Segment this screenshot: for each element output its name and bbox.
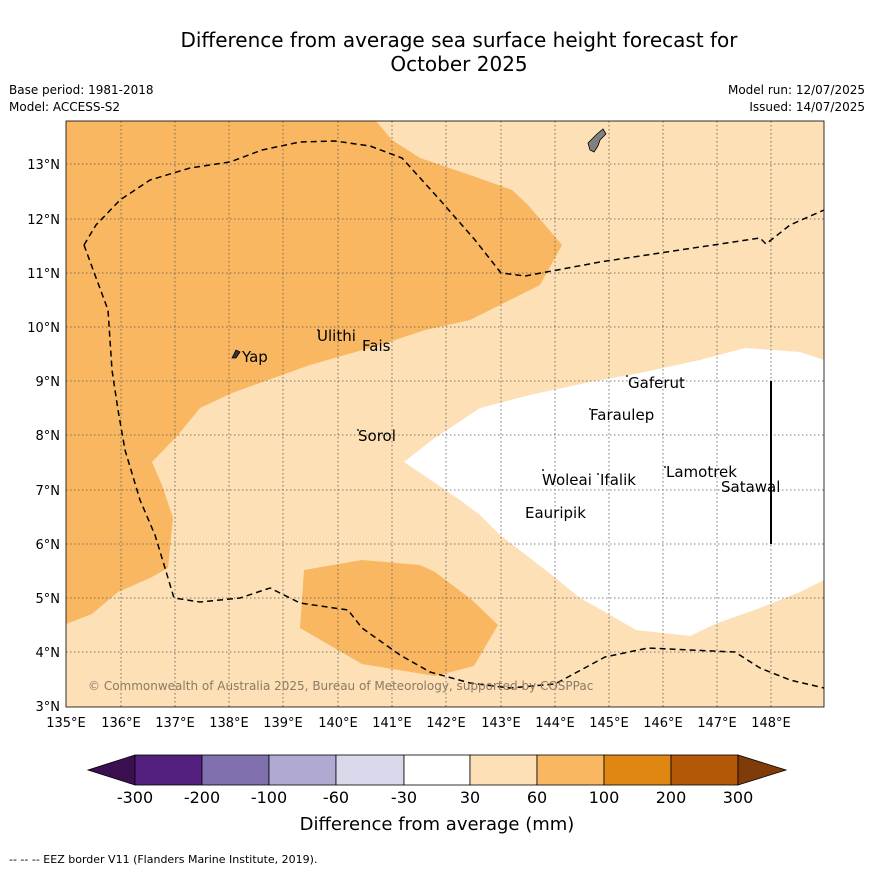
map-area: Yap Ulithi Fais Sorol Gaferut Faraulep W… <box>66 121 824 707</box>
place-label-woleai: Woleai <box>542 471 592 489</box>
issued-date: Issued: 14/07/2025 <box>749 100 865 114</box>
colorbar-tick-label: 60 <box>527 788 547 807</box>
place-label-eauripik: Eauripik <box>525 504 586 522</box>
lon-tick-label: 145°E <box>589 716 629 731</box>
eez-border-fsm-outline <box>83 140 824 277</box>
lat-tick-label: 7°N <box>36 484 61 499</box>
colorbar-high-extension <box>737 754 788 786</box>
lon-tick-label: 142°E <box>426 716 466 731</box>
colorbar-segment <box>603 754 672 786</box>
place-label-ulithi: Ulithi <box>317 327 356 345</box>
lon-tick-label: 135°E <box>46 716 86 731</box>
place-label-faraulep: Faraulep <box>590 406 654 424</box>
chart-title: Difference from average sea surface heig… <box>0 28 873 76</box>
band-neutral <box>404 348 824 636</box>
gridlines <box>66 121 824 707</box>
colorbar-tick-label: -30 <box>391 788 417 807</box>
ulithi-island-dot <box>317 329 319 331</box>
lon-tick-label: 137°E <box>155 716 195 731</box>
copyright-notice: © Commonwealth of Australia 2025, Bureau… <box>88 679 593 693</box>
lat-tick-label: 9°N <box>36 375 61 390</box>
lamotrek-island-dot <box>664 466 666 468</box>
title-line-1: Difference from average sea surface heig… <box>180 28 738 52</box>
place-label-yap: Yap <box>241 348 268 366</box>
colorbar-segment <box>469 754 538 786</box>
base-period: Base period: 1981-2018 <box>9 83 154 97</box>
title-line-2: October 2025 <box>390 52 528 76</box>
place-label-satawal: Satawal <box>721 478 780 496</box>
place-label-fais: Fais <box>362 337 391 355</box>
lon-tick-label: 140°E <box>318 716 358 731</box>
place-label-ifalik: Ifalik <box>600 471 636 489</box>
colorbar-segment <box>670 754 739 786</box>
colorbar-tick-label: -200 <box>184 788 220 807</box>
place-label-lamotrek: Lamotrek <box>666 463 737 481</box>
band-60-100-northwest <box>66 121 562 624</box>
colorbar-title: Difference from average (mm) <box>300 814 575 835</box>
colorbar-segment <box>134 754 203 786</box>
lat-tick-label: 5°N <box>36 592 61 607</box>
model-run: Model run: 12/07/2025 <box>727 83 865 97</box>
yap-island <box>231 349 241 359</box>
colorbar-tick-label: -300 <box>117 788 153 807</box>
ifalik-island-dot <box>597 473 599 475</box>
lon-tick-label: 138°E <box>209 716 249 731</box>
colorbar-low-extension <box>86 754 136 786</box>
colorbar-tick-label: 300 <box>723 788 754 807</box>
colorbar: -300 -200 -100 -60 -30 30 60 100 200 300… <box>86 754 788 835</box>
colorbar-segment <box>268 754 337 786</box>
colorbar-tick-label: -100 <box>251 788 287 807</box>
colorbar-tick-label: -60 <box>323 788 349 807</box>
colorbar-segment <box>536 754 605 786</box>
place-label-sorol: Sorol <box>358 427 396 445</box>
eez-legend-note: -- -- -- EEZ border V11 (Flanders Marine… <box>9 853 318 866</box>
colorbar-tick-label: 30 <box>460 788 480 807</box>
model-name: Model: ACCESS-S2 <box>9 100 121 114</box>
map-frame <box>65 120 825 708</box>
meta-right: Model run: 12/07/2025 Issued: 14/07/2025 <box>728 82 865 116</box>
lat-tick-label: 13°N <box>27 158 60 173</box>
woleai-island-dot <box>542 469 544 471</box>
lat-tick-label: 6°N <box>36 538 61 553</box>
gaferut-island-dot <box>626 375 628 377</box>
faraulep-island-dot <box>589 408 591 410</box>
colorbar-segment <box>335 754 405 786</box>
lon-tick-labels: 135°E 136°E 137°E 138°E 139°E 140°E 141°… <box>46 716 791 731</box>
eez-border-west <box>83 244 824 689</box>
lat-tick-label: 4°N <box>36 646 61 661</box>
lat-tick-label: 12°N <box>27 213 60 228</box>
lon-tick-label: 144°E <box>535 716 575 731</box>
lat-tick-label: 3°N <box>36 700 61 715</box>
colorbar-segment <box>403 754 471 786</box>
lon-tick-label: 148°E <box>751 716 791 731</box>
sorol-island-dot <box>357 429 359 431</box>
lat-tick-label: 10°N <box>27 321 60 336</box>
lon-tick-label: 143°E <box>481 716 521 731</box>
lon-tick-label: 136°E <box>101 716 141 731</box>
eez-borders <box>83 140 824 689</box>
band-60-100-south <box>300 560 498 676</box>
meta-left: Base period: 1981-2018 Model: ACCESS-S2 <box>9 82 154 116</box>
lon-tick-label: 147°E <box>697 716 737 731</box>
colorbar-tick-label: 200 <box>656 788 687 807</box>
lon-tick-label: 139°E <box>263 716 303 731</box>
lat-tick-label: 8°N <box>36 429 61 444</box>
lat-tick-labels: 3°N 4°N 5°N 6°N 7°N 8°N 9°N 10°N 11°N 12… <box>27 158 60 715</box>
lat-tick-label: 11°N <box>27 267 60 282</box>
guam-island <box>587 128 607 153</box>
colorbar-tick-label: 100 <box>589 788 620 807</box>
lon-tick-label: 141°E <box>372 716 412 731</box>
place-label-gaferut: Gaferut <box>628 374 685 392</box>
colorbar-segment <box>201 754 270 786</box>
lon-tick-label: 146°E <box>643 716 683 731</box>
